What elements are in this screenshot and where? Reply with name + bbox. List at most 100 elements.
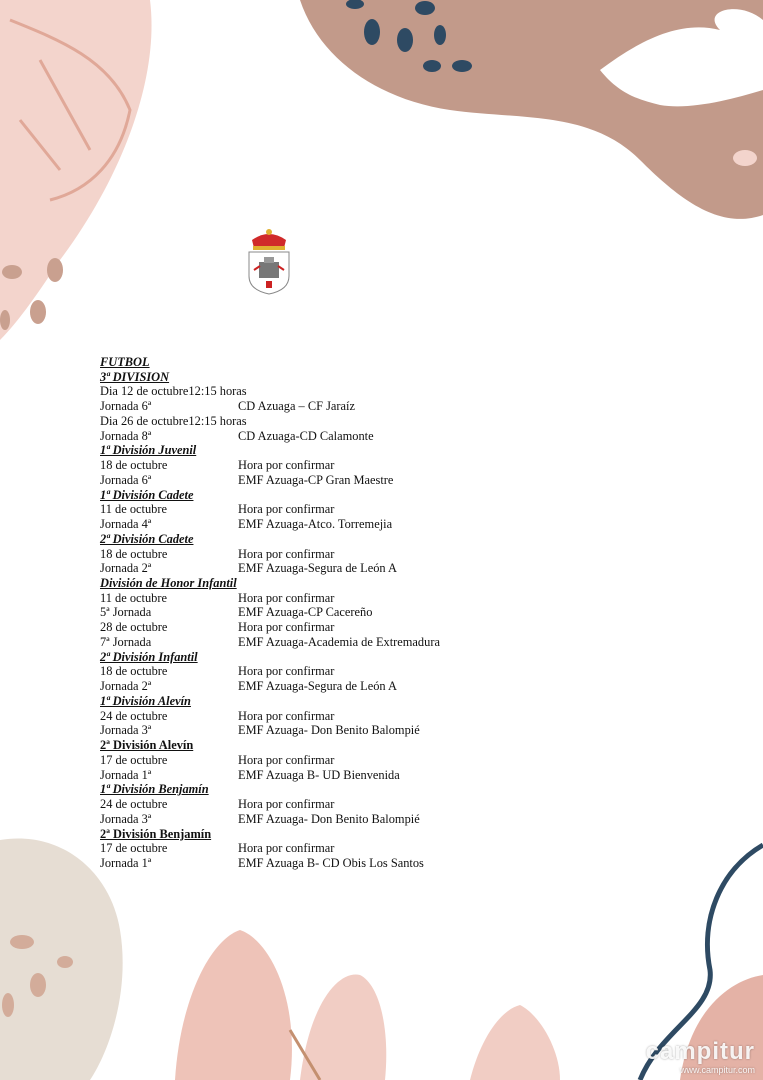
section-heading-text: 2ª División Cadete: [100, 531, 194, 546]
row-date-or-round: 11 de octubre: [100, 590, 167, 605]
row-date-or-round: Jornada 2ª: [100, 561, 152, 576]
row-time-or-match: EMF Azuaga B- UD Bienvenida: [238, 767, 400, 782]
section-heading: 1ª División Benjamín: [100, 782, 440, 797]
row-date-or-round: Jornada 2ª: [100, 679, 152, 694]
bottom-leaf-2: [300, 974, 387, 1080]
row-date-or-round: 5ª Jornada: [100, 605, 152, 620]
title-text: FUTBOL: [100, 355, 150, 369]
section-heading: 2ª División Alevín: [100, 738, 440, 753]
row-time-or-match: EMF Azuaga-Atco. Torremejia: [238, 517, 393, 532]
section-heading-text: 2ª División Alevín: [100, 738, 194, 753]
top-right-white-leaf: [600, 9, 763, 107]
row-time-or-match: EMF Azuaga-Academia de Extremadura: [238, 634, 440, 649]
bottom-right-navy-curve: [637, 842, 763, 1080]
sports-schedule: FUTBOL 3ª DIVISION Dia 12 de octubre12:15…: [100, 355, 440, 871]
row-time-or-match: Hora por confirmar: [238, 708, 335, 723]
row-date-or-round: Jornada 8ª: [100, 428, 152, 443]
row-date-or-round: Jornada 3ª: [100, 811, 152, 826]
schedule-row: Jornada 1ª EMF Azuaga B- UD Bienvenida: [100, 768, 440, 783]
section-heading-text: 3ª DIVISION: [100, 369, 170, 384]
row-date-or-round: Jornada 1ª: [100, 855, 152, 870]
row-time-or-match: Hora por confirmar: [238, 664, 335, 679]
schedule-row: Jornada 8ª CD Azuaga-CD Calamonte: [100, 429, 440, 444]
bottom-right-pink-shape: [680, 975, 763, 1080]
schedule-row: 5ª Jornada EMF Azuaga-CP Cacereño: [100, 605, 440, 620]
row-date-or-round: Jornada 6ª: [100, 399, 152, 414]
row-date-or-round: 18 de octubre: [100, 546, 168, 561]
row-date-or-round: 11 de octubre: [100, 502, 167, 517]
row-date-or-round: 17 de octubre: [100, 841, 168, 856]
row-date-or-round: 28 de octubre: [100, 620, 168, 635]
row-date-or-round: 18 de octubre: [100, 458, 168, 473]
row-date-or-round: Jornada 3ª: [100, 723, 152, 738]
schedule-row: Jornada 2ª EMF Azuaga-Segura de León A: [100, 679, 440, 694]
row-time-or-match: EMF Azuaga-Segura de León A: [238, 561, 397, 576]
section-heading: 2ª División Benjamín: [100, 827, 440, 842]
section-heading: 2ª División Cadete: [100, 532, 440, 547]
row-time-or-match: Hora por confirmar: [238, 841, 335, 856]
row-date-or-round: Dia 12 de octubre12:15 horas: [100, 384, 247, 399]
row-time-or-match: Hora por confirmar: [238, 502, 335, 517]
row-date-or-round: 17 de octubre: [100, 752, 168, 767]
row-date-or-round: 24 de octubre: [100, 708, 168, 723]
row-time-or-match: Hora por confirmar: [238, 546, 335, 561]
schedule-row: 11 de octubre Hora por confirmar: [100, 591, 440, 606]
schedule-row: Jornada 3ª EMF Azuaga- Don Benito Balompi…: [100, 812, 440, 827]
schedule-row: Jornada 6ª CD Azuaga – CF Jaraíz: [100, 399, 440, 414]
section-heading-text: 1ª División Benjamín: [100, 782, 209, 797]
section-heading-text: 2ª División Infantil: [100, 649, 198, 664]
row-date-or-round: Jornada 1ª: [100, 767, 152, 782]
row-time-or-match: EMF Azuaga-CP Cacereño: [238, 605, 373, 620]
watermark: campitur www.campitur.com: [646, 1039, 755, 1076]
bottom-leaf-3: [470, 1005, 560, 1080]
row-time-or-match: Hora por confirmar: [238, 752, 335, 767]
schedule-row: Jornada 3ª EMF Azuaga- Don Benito Balompi…: [100, 723, 440, 738]
row-date-or-round: Jornada 4ª: [100, 517, 152, 532]
document-title: FUTBOL: [100, 355, 440, 370]
watermark-url: www.campitur.com: [679, 1065, 755, 1075]
row-date-or-round: 18 de octubre: [100, 664, 168, 679]
row-time-or-match: EMF Azuaga-CP Gran Maestre: [238, 472, 394, 487]
schedule-row: 18 de octubre Hora por confirmar: [100, 664, 440, 679]
watermark-brand: campitur: [645, 1038, 755, 1065]
top-left-leaf-shape: [0, 0, 152, 340]
row-date-or-round: Jornada 6ª: [100, 472, 152, 487]
schedule-row: Jornada 6ª EMF Azuaga-CP Gran Maestre: [100, 473, 440, 488]
section-heading-text: 2ª División Benjamín: [100, 826, 212, 841]
row-time-or-match: CD Azuaga-CD Calamonte: [238, 428, 374, 443]
row-time-or-match: Hora por confirmar: [238, 458, 335, 473]
section-heading-text: 1ª División Juvenil: [100, 443, 197, 458]
row-date-or-round: Dia 26 de octubre12:15 horas: [100, 413, 247, 428]
schedule-row: 7ª Jornada EMF Azuaga-Academia de Extrema…: [100, 635, 440, 650]
schedule-row: Jornada 4ª EMF Azuaga-Atco. Torremejia: [100, 517, 440, 532]
row-date-or-round: 24 de octubre: [100, 797, 168, 812]
section-heading: 3ª DIVISION: [100, 370, 440, 385]
section-heading: 1ª División Alevín: [100, 694, 440, 709]
section-heading: 1ª División Juvenil: [100, 443, 440, 458]
row-time-or-match: Hora por confirmar: [238, 590, 335, 605]
schedule-row: 24 de octubre Hora por confirmar: [100, 709, 440, 724]
schedule-row: 11 de octubre Hora por confirmar: [100, 502, 440, 517]
schedule-row: 18 de octubre Hora por confirmar: [100, 458, 440, 473]
top-left-leaf-outline: [9, 18, 132, 202]
row-date-or-round: 7ª Jornada: [100, 634, 152, 649]
schedule-row: 18 de octubre Hora por confirmar: [100, 547, 440, 562]
schedule-row: Jornada 2ª EMF Azuaga-Segura de León A: [100, 561, 440, 576]
schedule-row: Dia 26 de octubre12:15 horas: [100, 414, 440, 429]
schedule-row: 17 de octubre Hora por confirmar: [100, 841, 440, 856]
section-heading-text: 1ª División Alevín: [100, 693, 191, 708]
row-time-or-match: EMF Azuaga-Segura de León A: [238, 679, 397, 694]
section-heading-text: División de Honor Infantil: [100, 576, 237, 591]
row-time-or-match: CD Azuaga – CF Jaraíz: [238, 399, 355, 414]
row-time-or-match: Hora por confirmar: [238, 620, 335, 635]
schedule-row: 17 de octubre Hora por confirmar: [100, 753, 440, 768]
row-time-or-match: Hora por confirmar: [238, 797, 335, 812]
schedule-row: 28 de octubre Hora por confirmar: [100, 620, 440, 635]
section-heading: 1ª División Cadete: [100, 488, 440, 503]
bottom-leaf-1: [175, 930, 292, 1080]
coat-of-arms-logo: [248, 229, 290, 295]
section-heading: División de Honor Infantil: [100, 576, 440, 591]
section-heading: 2ª División Infantil: [100, 650, 440, 665]
schedule-row: Jornada 1ª EMF Azuaga B- CD Obis Los Sant…: [100, 856, 440, 871]
